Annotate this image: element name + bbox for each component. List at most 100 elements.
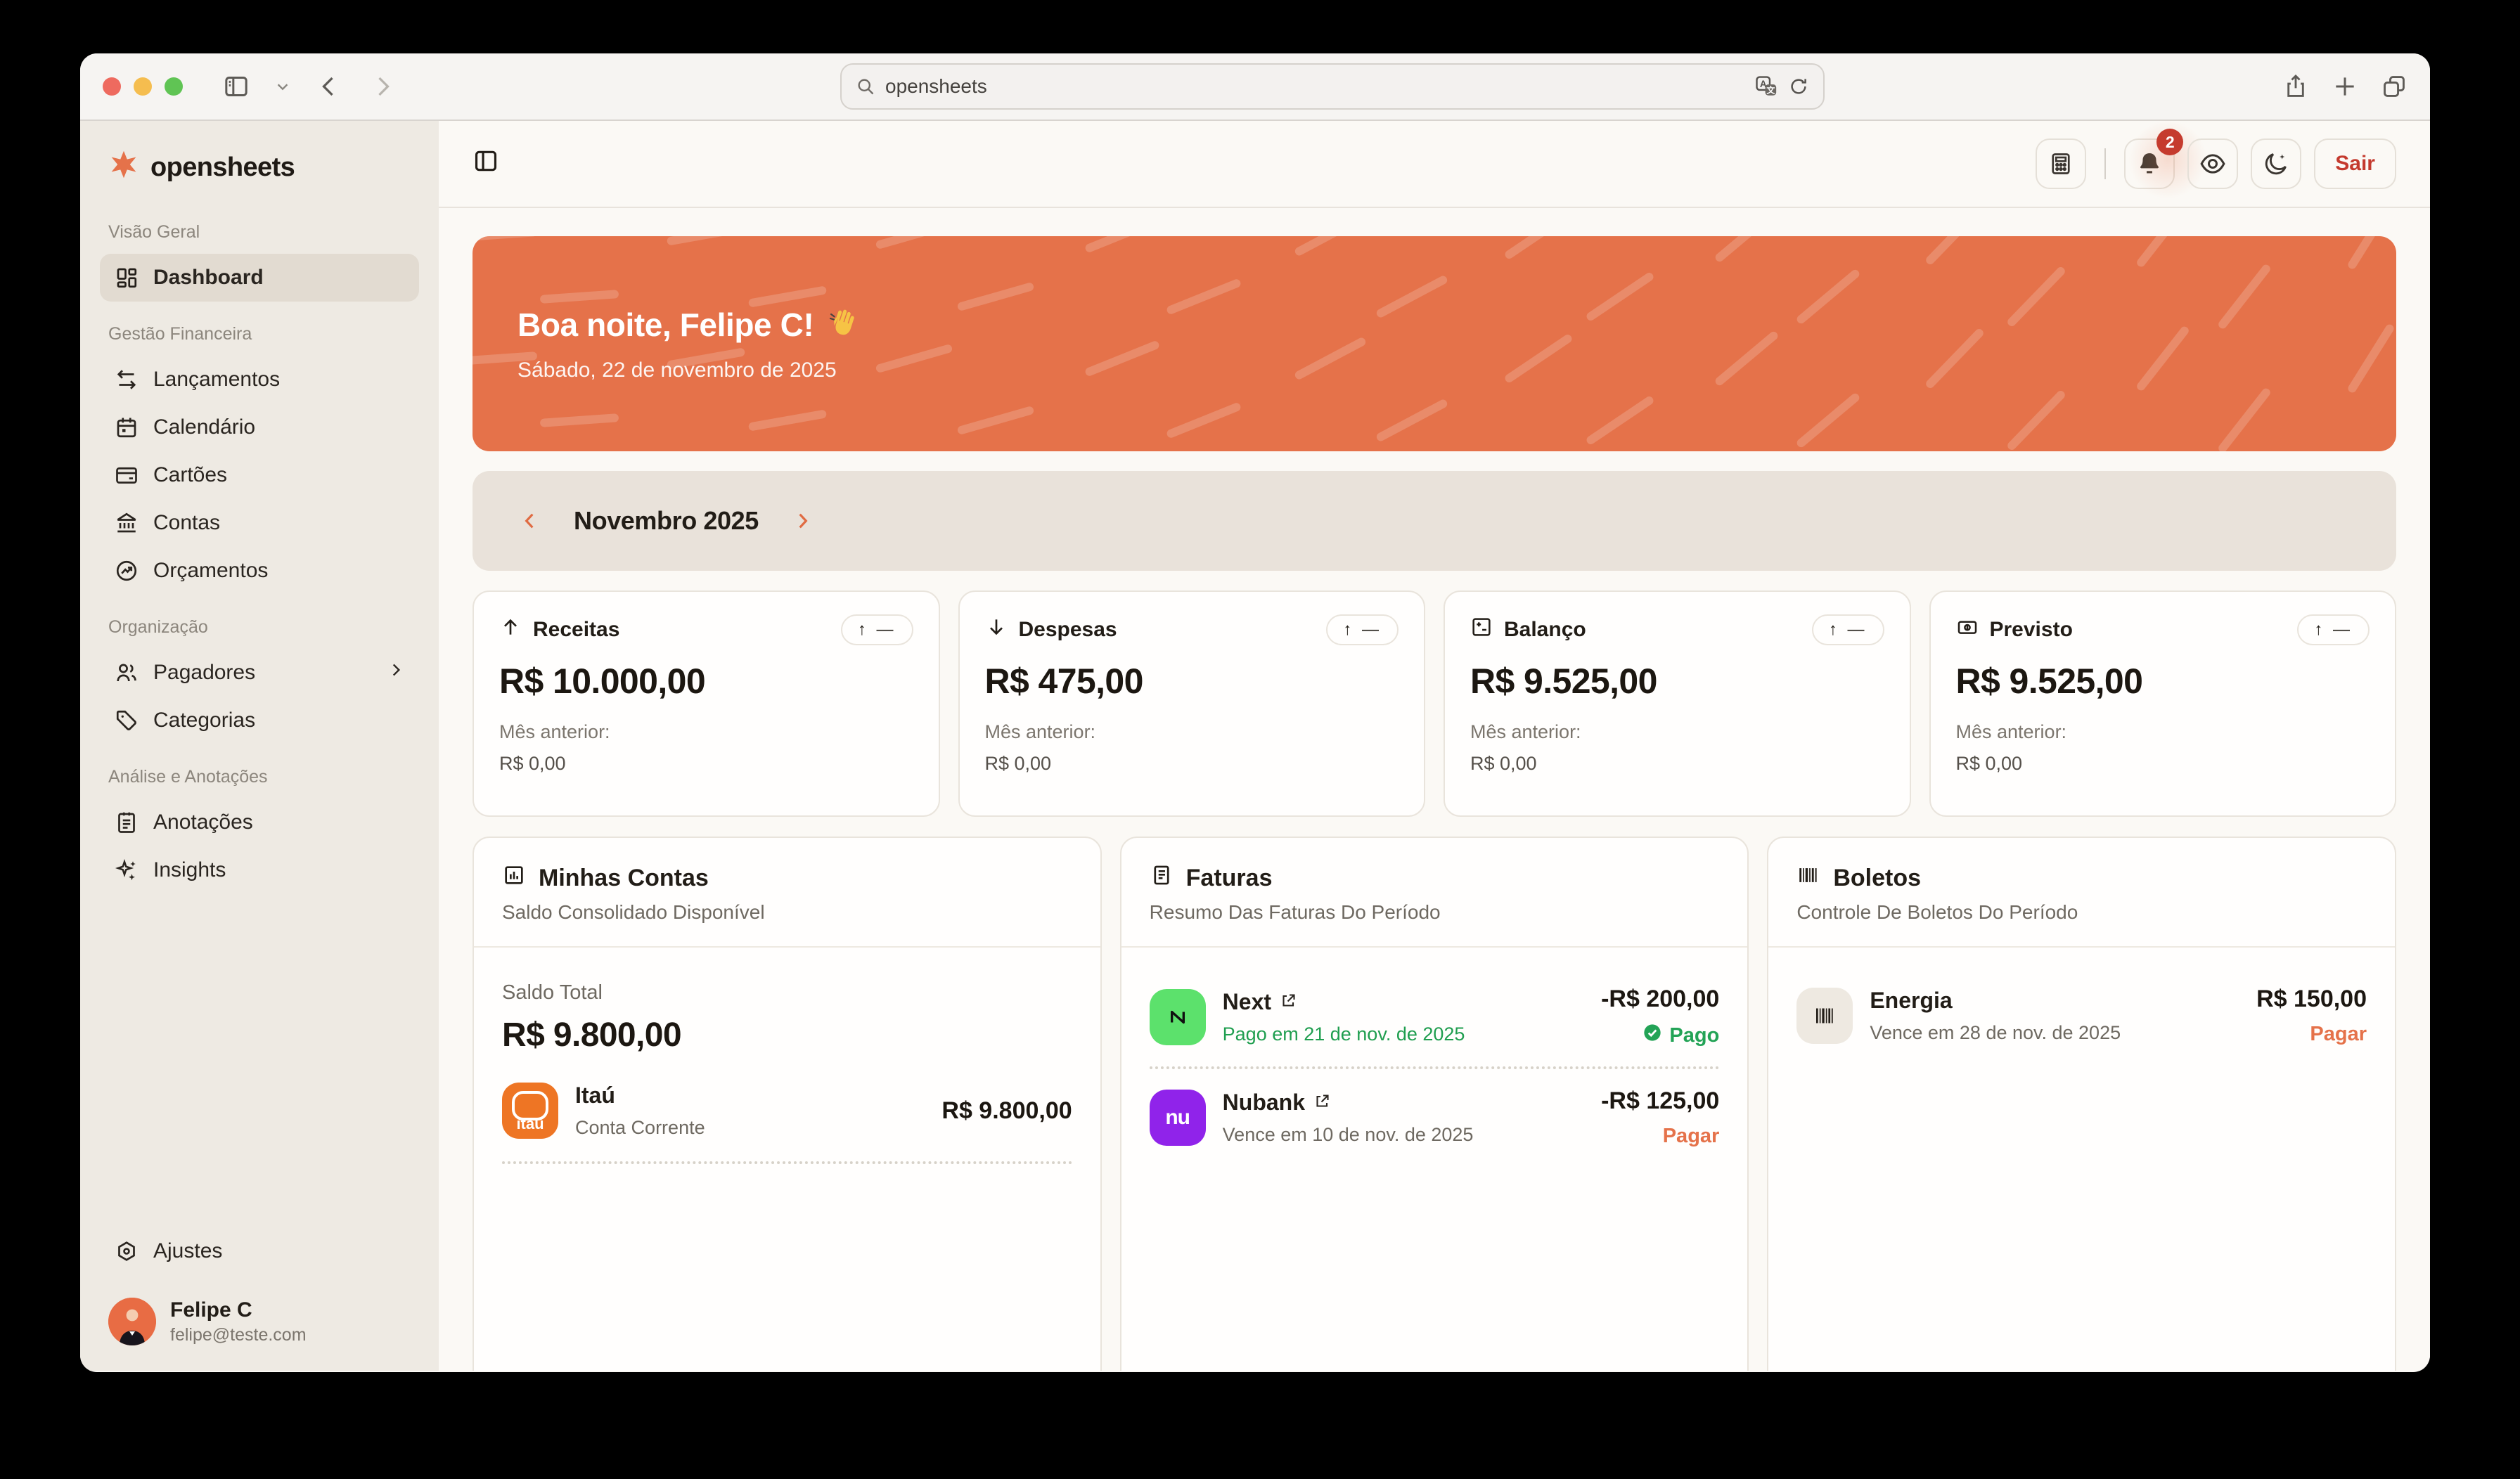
close-window-button[interactable] [103,77,121,96]
sidebar-item-pagadores[interactable]: Pagadores [100,649,419,697]
diff-icon [1470,616,1493,644]
new-tab-icon[interactable] [2332,73,2358,100]
card-subtitle: Controle De Boletos Do Período [1796,901,2078,923]
invoice-name[interactable]: Next [1222,988,1272,1014]
invoice-pay-action[interactable]: Pagar [1662,1125,1720,1147]
sidebar-item-dashboard[interactable]: Dashboard [100,254,419,302]
month-navigator: Novembro 2025 [472,471,2396,571]
external-link-icon[interactable] [1313,1090,1330,1116]
reload-icon[interactable] [1788,76,1809,97]
invoice-name[interactable]: Nubank [1222,1090,1305,1115]
banner-date: Sábado, 22 de novembro de 2025 [518,359,837,382]
accounts-card: Minhas Contas Saldo Consolidado Disponív… [472,837,1102,1371]
zoom-window-button[interactable] [165,77,183,96]
card-title: Boletos [1833,864,1922,891]
stat-value: R$ 10.000,00 [499,661,706,701]
sidebar-item-insights[interactable]: Insights [100,846,419,894]
stat-value: R$ 475,00 [984,661,1144,701]
search-icon [856,77,875,96]
card-subtitle: Saldo Consolidado Disponível [502,901,765,923]
chevron-right-icon [387,661,405,685]
avatar [108,1298,156,1345]
stat-prev-label: Mês anterior: [1955,721,2067,742]
logout-button[interactable]: Sair [2314,138,2396,189]
stat-prev-value: R$ 0,00 [984,753,1052,774]
settings-icon [114,1239,139,1264]
account-row[interactable]: itaú Itaú Conta Corrente R$ 9.800,00 [502,1083,1072,1164]
total-value: R$ 9.800,00 [502,1016,682,1054]
sidebar-item-lancamentos[interactable]: Lançamentos [100,356,419,403]
sidebar-item-calendario[interactable]: Calendário [100,403,419,451]
back-button[interactable] [309,67,349,106]
next-bank-logo [1149,988,1206,1045]
next-month-button[interactable] [787,505,818,536]
sidebar-item-orcamentos[interactable]: Orçamentos [100,547,419,595]
stat-card-despesas: Despesas ↑ — R$ 475,00 Mês anterior: R$ … [958,590,1425,817]
account-balance: R$ 9.800,00 [941,1097,1072,1124]
tag-icon [114,708,139,733]
arrow-down-icon [985,616,1008,644]
dark-mode-button[interactable] [2251,138,2302,189]
sidebar-item-label: Orçamentos [153,559,269,582]
asterisk-logo-icon [108,149,139,186]
stat-trend-badge: ↑ — [840,614,913,645]
sidebar-item-cartoes[interactable]: Cartões [100,451,419,499]
chart-column-icon [502,863,526,893]
invoice-amount: -R$ 200,00 [1601,986,1720,1012]
sidebar-item-label: Lançamentos [153,368,281,391]
section-label-organizacao: Organização [108,617,208,637]
boleto-barcode-icon [1796,988,1853,1044]
user-profile[interactable]: Felipe C felipe@teste.com [100,1289,419,1345]
invoices-card: Faturas Resumo Das Faturas Do Período [1119,837,1749,1371]
main-header: 2 Sair [439,120,2430,208]
stat-label: Balanço [1504,618,1586,641]
total-label: Saldo Total [502,981,603,1004]
boleto-pay-action[interactable]: Pagar [2310,1023,2367,1045]
bank-icon [114,510,139,536]
greeting-text: Boa noite, Felipe C! [518,306,814,343]
prev-month-button[interactable] [515,505,546,536]
user-email: felipe@teste.com [170,1324,307,1345]
sidebar-item-label: Ajustes [153,1239,223,1262]
sidebar-item-label: Cartões [153,463,228,486]
stat-trend-badge: ↑ — [1326,614,1399,645]
external-link-icon[interactable] [1280,989,1297,1015]
stat-label: Previsto [1989,618,2073,641]
barcode-icon [1796,863,1820,893]
share-icon[interactable] [2282,73,2309,100]
sidebar-item-ajustes[interactable]: Ajustes [100,1227,419,1275]
sidebar-item-anotacoes[interactable]: Anotações [100,799,419,846]
privacy-eye-button[interactable] [2187,138,2239,189]
app-name: opensheets [150,152,295,182]
sidebar-item-label: Categorias [153,709,256,732]
svg-text:A: A [1760,79,1767,89]
invoice-status-line: Pago em 21 de nov. de 2025 [1222,1023,1465,1045]
app-logo[interactable]: opensheets [100,149,419,186]
forward-button[interactable] [363,67,402,106]
stat-card-receitas: Receitas ↑ — R$ 10.000,00 Mês anterior: … [472,590,940,817]
calculator-button[interactable] [2036,138,2087,189]
stat-cards: Receitas ↑ — R$ 10.000,00 Mês anterior: … [472,590,2396,817]
section-label-visao-geral: Visão Geral [108,222,200,242]
notifications-button[interactable]: 2 [2124,120,2208,199]
sidebar-toggle-icon[interactable] [217,67,256,106]
boleto-row-energia: Energia Vence em 28 de nov. de 2025 R$ 1… [1796,967,2367,1064]
sidebar-item-categorias[interactable]: Categorias [100,697,419,744]
chevron-down-icon[interactable] [270,67,295,106]
sparkles-icon [114,858,139,883]
sidebar-item-contas[interactable]: Contas [100,499,419,547]
stat-card-previsto: Previsto ↑ — R$ 9.525,00 Mês anterior: R… [1929,590,2396,817]
section-label-gestao: Gestão Financeira [108,324,252,344]
url-text[interactable]: opensheets [885,75,987,97]
sidebar-item-label: Pagadores [153,661,256,684]
sidebar-item-label: Calendário [153,415,256,439]
sidebar: opensheets Visão Geral Dashboard Gestão … [80,121,439,1371]
panel-toggle-icon[interactable] [472,148,499,180]
tab-overview-icon[interactable] [2381,73,2408,100]
notebook-icon [114,810,139,835]
minimize-window-button[interactable] [134,77,152,96]
